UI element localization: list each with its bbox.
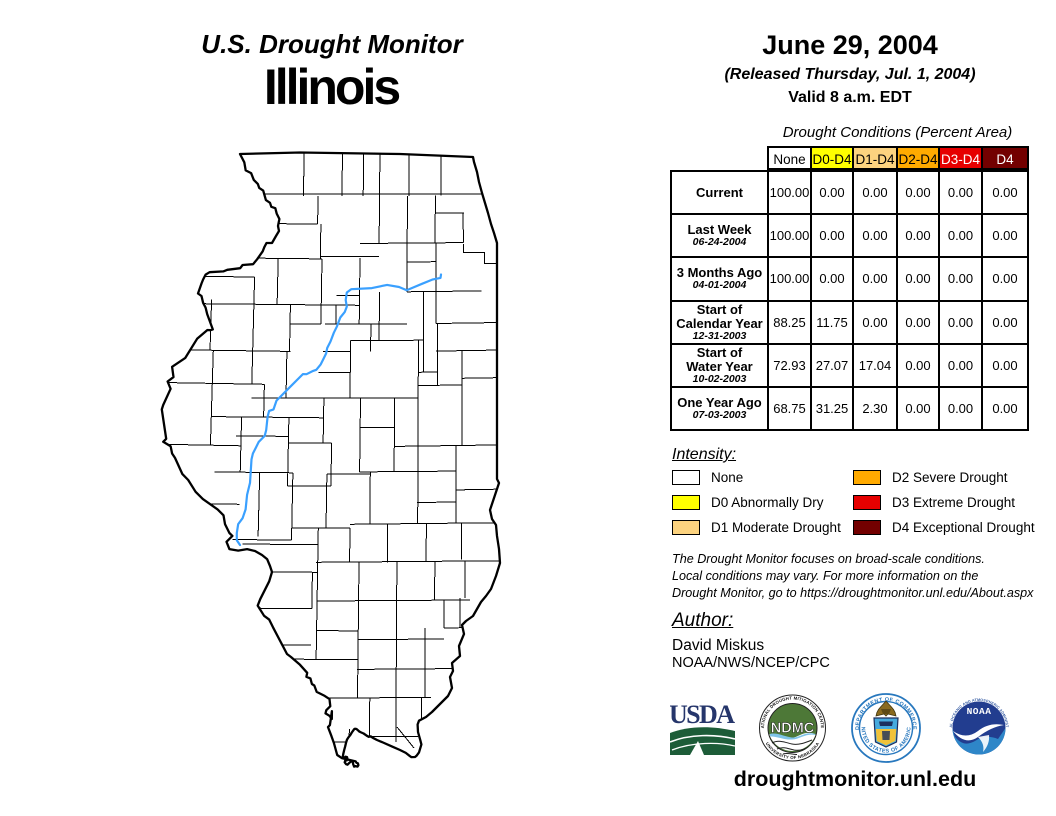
svg-text:NOAA: NOAA bbox=[967, 706, 992, 717]
svg-text:NDMC: NDMC bbox=[771, 721, 815, 737]
svg-text:USDA: USDA bbox=[670, 703, 735, 729]
